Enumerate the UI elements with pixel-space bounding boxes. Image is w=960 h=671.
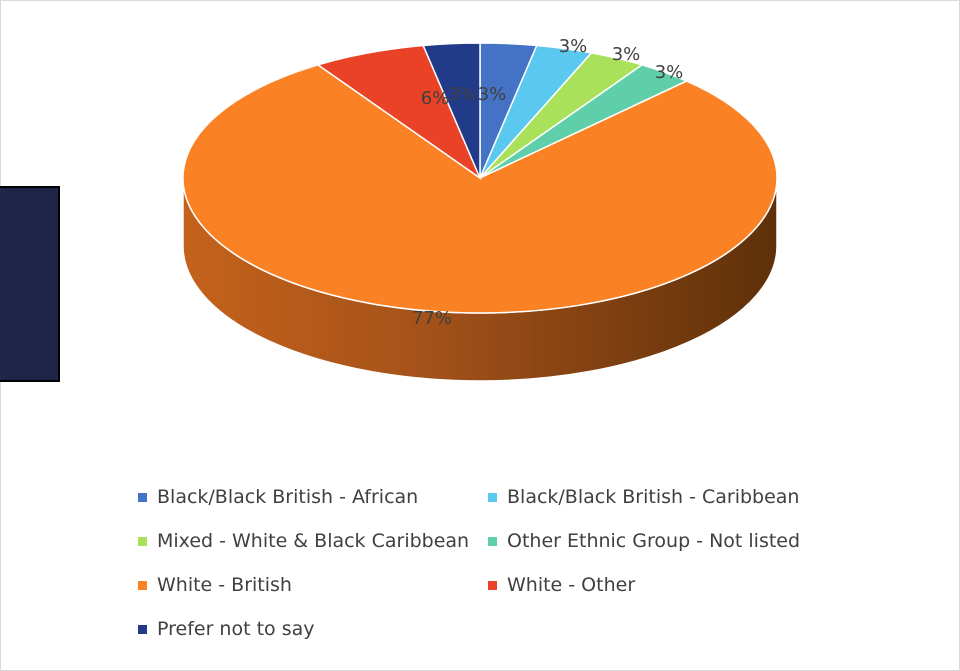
legend-item-other-ethnic-group-not-listed: Other Ethnic Group - Not listed	[488, 530, 838, 552]
legend-swatch	[488, 492, 497, 502]
legend-item-white-british: White - British	[138, 574, 488, 596]
legend-swatch	[488, 580, 497, 590]
legend-label: Black/Black British - African	[157, 486, 419, 508]
legend-swatch	[138, 580, 147, 590]
legend-item-black-black-british-african: Black/Black British - African	[138, 486, 488, 508]
pie-slice-white-british	[182, 64, 778, 314]
legend-label: Prefer not to say	[157, 618, 315, 640]
pie-slice-prefer-not-to-say	[422, 42, 481, 179]
data-label-black-black-british-african: 3%	[478, 84, 507, 105]
legend-item-mixed-white-black-caribbean: Mixed - White & Black Caribbean	[138, 530, 488, 552]
data-label-other-ethnic-group-not-listed: 3%	[655, 62, 684, 83]
legend-item-black-black-british-caribbean: Black/Black British - Caribbean	[488, 486, 838, 508]
legend-item-white-other: White - Other	[488, 574, 838, 596]
dark-panel	[0, 186, 60, 382]
data-label-prefer-not-to-say: 3%	[448, 84, 477, 105]
legend-label: Mixed - White & Black Caribbean	[157, 530, 470, 552]
data-label-black-black-british-caribbean: 3%	[559, 36, 588, 57]
data-label-white-other: 6%	[421, 88, 450, 109]
legend-item-prefer-not-to-say: Prefer not to say	[138, 618, 488, 640]
chart-legend: Black/Black British - African Black/Black…	[138, 486, 838, 640]
data-label-white-british: 77%	[412, 308, 452, 329]
pie-chart: 3%3% 3%3%77%6%3%	[182, 36, 778, 382]
data-label-mixed-white-black-caribbean: 3%	[612, 44, 641, 65]
legend-swatch	[488, 536, 497, 546]
legend-swatch	[138, 492, 147, 502]
legend-label: Black/Black British - Caribbean	[507, 486, 800, 508]
legend-label: Other Ethnic Group - Not listed	[507, 530, 801, 552]
legend-label: White - Other	[507, 574, 636, 596]
legend-swatch	[138, 536, 147, 546]
legend-swatch	[138, 624, 147, 634]
legend-label: White - British	[157, 574, 292, 596]
